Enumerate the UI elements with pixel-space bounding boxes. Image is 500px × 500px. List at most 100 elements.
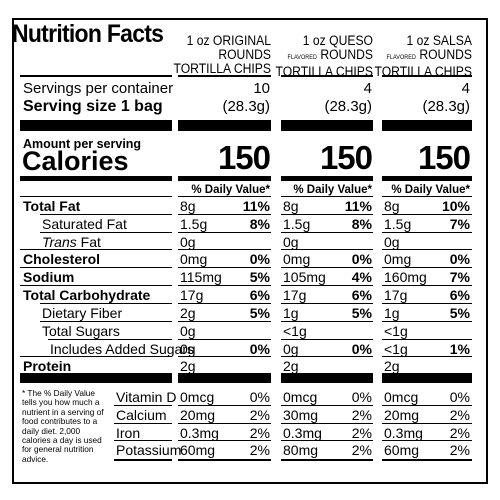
servings-value: 4 [461,80,470,97]
nutrient-daily-value: 4% [351,269,372,285]
vitamin-amount: 0mcg [283,389,318,405]
row-divider [114,423,172,424]
vitamin-label: Calcium [116,407,167,423]
row-divider [40,232,172,233]
thick-bar [20,120,172,131]
vitamin-amount: 80mg [283,442,319,458]
nutrient-daily-value: 0% [249,251,270,267]
row-divider [178,440,271,441]
flavored-tag: FLAVORED [386,55,416,61]
calories-label: Calories [22,146,129,176]
nutrient-daily-value: 10% [441,198,470,214]
bottom-rule [281,459,373,461]
vitamin-amount: 60mg [384,442,420,458]
flavored-tag: FLAVORED [287,55,317,61]
column-header-shape-text: ROUNDS [320,47,373,62]
nutrient-amount: 8g [283,198,299,214]
nutrient-daily-value: 8% [351,216,372,232]
row-divider [382,321,472,322]
row-divider [281,321,373,322]
nutrient-label: Dietary Fiber [42,305,123,321]
nutrient-amount: <1g [384,341,408,357]
column-header-product-type: TORTILLA CHIPS [173,61,271,76]
calories-value: 150 [217,139,271,176]
nutrient-daily-value: 7% [449,269,470,285]
column-header-rule [382,75,472,77]
row-divider [382,249,472,250]
column-header-product-type: TORTILLA CHIPS [374,64,472,79]
nutrient-amount: 105mg [283,269,326,285]
nutrient-amount: 2g [283,358,299,374]
nutrient-amount: 0mg [180,251,208,267]
nutrient-amount: 2g [180,305,196,321]
vitamin-amount: 30mg [283,407,319,423]
row-divider [20,356,172,357]
medium-bar [178,176,271,181]
vitamin-daily-value: 2% [249,442,270,458]
vitamin-label: Iron [116,425,141,441]
nutrient-daily-value: 7% [449,216,470,232]
row-divider [40,321,172,322]
row-divider [178,232,271,233]
vitamin-daily-value: 0% [249,389,270,405]
nutrient-amount: 17g [180,287,204,303]
trans-fat-suffix: Fat [76,234,101,250]
row-divider [114,440,172,441]
nutrient-amount: <1g [283,323,307,339]
nutrient-amount: 115mg [180,269,222,285]
thick-bar [178,373,271,383]
nutrient-amount: 1.5g [283,216,311,232]
vitamin-amount: 60mg [180,442,216,458]
vitamin-label: Vitamin D [116,389,177,405]
column-header-shape: FLAVORED ROUNDS [272,48,373,65]
nutrient-amount: 0g [283,234,299,250]
row-divider [281,405,373,406]
medium-bar [382,176,472,181]
daily-value-header: % Daily Value* [191,184,270,196]
column-header: 1 oz ORIGINAL ROUNDS TORTILLA CHIPS [169,34,271,76]
nutrient-amount: 17g [384,287,408,303]
footnote: * The % Daily Value tells you how much a… [22,388,104,464]
row-divider [382,267,472,268]
medium-bar [20,176,172,181]
row-divider [114,405,172,406]
calories-value: 150 [319,139,373,176]
row-divider [40,214,172,215]
vitamin-daily-value: 2% [351,442,372,458]
serving-size-value: (28.3g) [422,98,470,115]
row-divider [281,249,373,250]
column-header-product: 1 oz SALSA [406,33,472,48]
nutrient-amount: 1g [283,305,299,321]
nutrient-amount: 8g [384,198,400,214]
row-divider [281,356,373,357]
thick-bar [281,373,373,383]
bottom-rule [382,459,472,461]
row-divider [178,303,271,304]
serving-size-value: (28.3g) [324,98,372,115]
row-divider [281,423,373,424]
bottom-rule [114,459,172,461]
row-divider [178,196,271,197]
nutrient-daily-value: 6% [249,287,270,303]
servings-value: 4 [363,80,372,97]
nutrient-daily-value: 0% [449,251,470,267]
serving-size-value: (28.3g) [222,98,270,115]
vitamin-daily-value: 2% [449,425,470,441]
row-divider [178,423,271,424]
nutrient-amount: 1g [384,305,400,321]
daily-value-header: % Daily Value* [391,184,470,196]
row-divider [382,196,472,197]
nutrient-amount: 0g [180,234,196,250]
vitamin-amount: 0mcg [384,389,419,405]
row-divider [281,196,373,197]
column-header-product: 1 oz QUESO [302,33,373,48]
nutrient-amount: 8g [180,198,196,214]
nutrient-amount: 1.5g [384,216,412,232]
column-header-rule [178,75,271,77]
nutrient-daily-value: 6% [449,287,470,303]
trans-label: Trans [42,234,77,250]
nutrient-label: Cholesterol [23,251,101,267]
nutrient-daily-value: 5% [249,305,270,321]
nutrient-label: Total Fat [23,198,81,214]
medium-bar [281,176,373,181]
